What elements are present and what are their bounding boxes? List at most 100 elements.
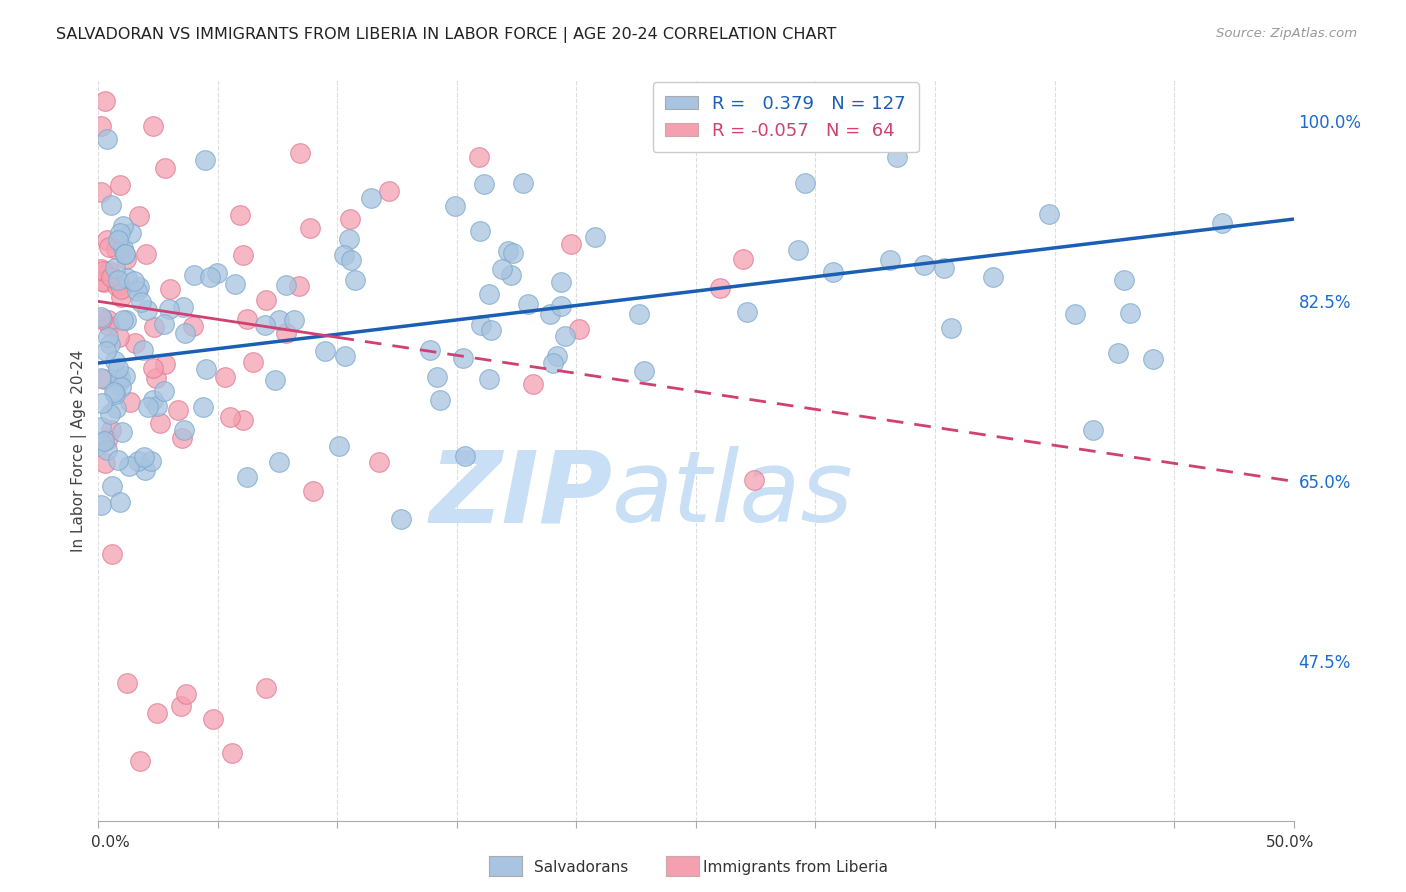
Point [731,252,754,266]
Point [172,300,194,314]
Point [124,335,146,350]
Point [328,439,350,453]
Point [107,273,129,287]
Point [107,453,129,467]
Point [479,323,502,337]
Point [112,242,135,256]
Point [478,286,501,301]
Point [152,317,174,331]
Point [104,401,127,415]
Point [91,263,114,277]
Point [105,242,128,256]
Point [112,313,135,327]
Point [1038,207,1060,221]
Point [129,295,152,310]
Point [628,307,651,321]
Point [142,120,165,134]
Point [339,212,361,227]
Point [107,233,129,247]
Text: SALVADORAN VS IMMIGRANTS FROM LIBERIA IN LABOR FORCE | AGE 20-24 CORRELATION CHA: SALVADORAN VS IMMIGRANTS FROM LIBERIA IN… [56,27,837,43]
Point [1142,351,1164,366]
Point [103,385,125,400]
Point [90,185,112,199]
Point [149,416,172,430]
Point [194,362,217,376]
Point [339,232,361,246]
Y-axis label: In Labor Force | Age 20-24: In Labor Force | Age 20-24 [72,350,87,551]
Point [146,400,169,414]
Point [235,312,257,326]
Point [90,312,112,326]
Point [135,247,157,261]
Text: ZIP: ZIP [429,446,613,543]
Point [502,245,524,260]
Point [1107,346,1129,360]
Point [912,258,935,272]
Point [426,370,449,384]
Point [934,261,956,276]
Point [115,676,138,690]
Point [491,261,513,276]
Point [111,219,134,233]
Point [97,330,120,344]
Point [108,495,131,509]
Point [583,230,606,244]
Point [269,455,291,469]
Point [340,252,363,267]
Point [90,120,112,134]
Point [267,313,290,327]
Point [541,356,564,370]
Point [360,191,382,205]
Point [283,313,305,327]
Point [90,436,112,450]
Point [132,343,155,357]
Point [419,343,441,357]
Point [159,282,181,296]
Point [242,355,264,369]
Point [793,176,815,190]
Point [96,132,118,146]
Point [94,456,117,470]
Point [107,361,129,376]
Point [333,248,356,262]
Point [110,380,132,394]
Point [183,268,205,283]
Point [173,423,195,437]
Point [221,746,243,760]
Point [470,318,492,333]
Point [443,199,465,213]
Point [136,401,159,415]
Point [214,370,236,384]
Point [568,322,591,336]
Point [132,450,155,464]
Point [538,307,561,321]
Point [554,329,576,343]
Point [157,301,180,316]
Point [501,268,523,282]
Point [301,483,323,498]
Point [93,372,115,386]
Legend: R =   0.379   N = 127, R = -0.057   N =  64: R = 0.379 N = 127, R = -0.057 N = 64 [652,82,918,153]
Point [886,150,908,164]
Point [264,373,287,387]
Point [254,293,277,307]
Point [134,463,156,477]
Point [90,261,112,276]
Point [879,253,901,268]
Point [90,310,112,324]
Point [108,178,131,193]
Point [1114,273,1136,287]
Point [742,474,765,488]
Point [454,449,477,463]
Point [560,236,582,251]
Point [146,706,169,721]
Point [550,299,572,313]
Point [170,698,193,713]
Point [288,145,311,160]
Point [142,320,165,334]
Point [633,364,655,378]
Point [90,498,112,512]
Text: atlas: atlas [613,446,853,543]
Point [198,270,221,285]
Point [201,712,224,726]
